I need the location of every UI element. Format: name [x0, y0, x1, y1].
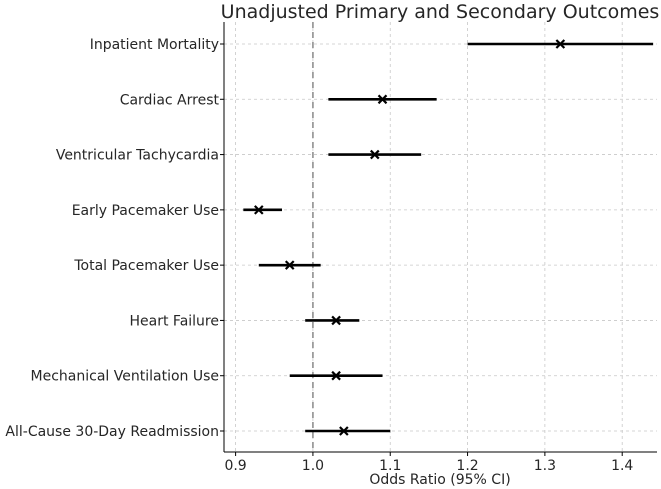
outcome-row — [305, 315, 360, 326]
odds-ratio-marker — [555, 39, 566, 49]
odds-ratio-marker — [331, 315, 341, 326]
outcome-row — [243, 205, 282, 215]
odds-ratio-marker — [254, 205, 264, 215]
marker-stroke — [377, 94, 388, 105]
odds-ratio-marker — [377, 94, 388, 105]
x-tick-label: 1.3 — [534, 458, 556, 474]
y-tick-label: Inpatient Mortality — [90, 37, 219, 53]
chart-title: Unadjusted Primary and Secondary Outcome… — [221, 1, 660, 23]
y-tick-label: Ventricular Tachycardia — [56, 148, 219, 164]
y-tick-label: Mechanical Ventilation Use — [31, 369, 219, 385]
x-tick-label: 0.9 — [224, 458, 246, 474]
marker-stroke — [369, 149, 380, 160]
data-layer — [243, 39, 654, 436]
outcome-row — [258, 260, 321, 270]
odds-ratio-marker — [369, 149, 380, 160]
y-tick-label: Heart Failure — [130, 313, 219, 329]
odds-ratio-marker — [284, 260, 295, 270]
y-tick-label: All-Cause 30-Day Readmission — [5, 424, 219, 440]
outcome-row — [328, 94, 437, 105]
x-axis-label: Odds Ratio (95% CI) — [369, 472, 510, 488]
outcome-row — [328, 149, 422, 160]
axis-layer: Inpatient Mortality Cardiac Arrest Ventric… — [5, 22, 657, 474]
marker-stroke — [284, 260, 295, 270]
y-tick-label: Early Pacemaker Use — [72, 203, 219, 219]
marker-stroke — [555, 39, 566, 49]
outcome-row — [467, 39, 654, 49]
outcome-row — [305, 426, 391, 436]
grid-layer — [224, 22, 657, 452]
y-tick-label: Cardiac Arrest — [120, 92, 220, 108]
marker-stroke — [254, 205, 264, 215]
x-tick-label: 1.0 — [302, 458, 324, 474]
x-tick-label: 1.2 — [456, 458, 478, 474]
x-tick-label: 1.1 — [379, 458, 401, 474]
y-tick-label: Total Pacemaker Use — [73, 258, 219, 274]
marker-stroke — [331, 370, 341, 381]
odds-ratio-marker — [339, 426, 349, 436]
marker-stroke — [339, 426, 349, 436]
marker-stroke — [331, 315, 341, 326]
outcome-row — [289, 370, 383, 381]
odds-ratio-marker — [331, 370, 341, 381]
x-tick-label: 1.4 — [611, 458, 633, 474]
